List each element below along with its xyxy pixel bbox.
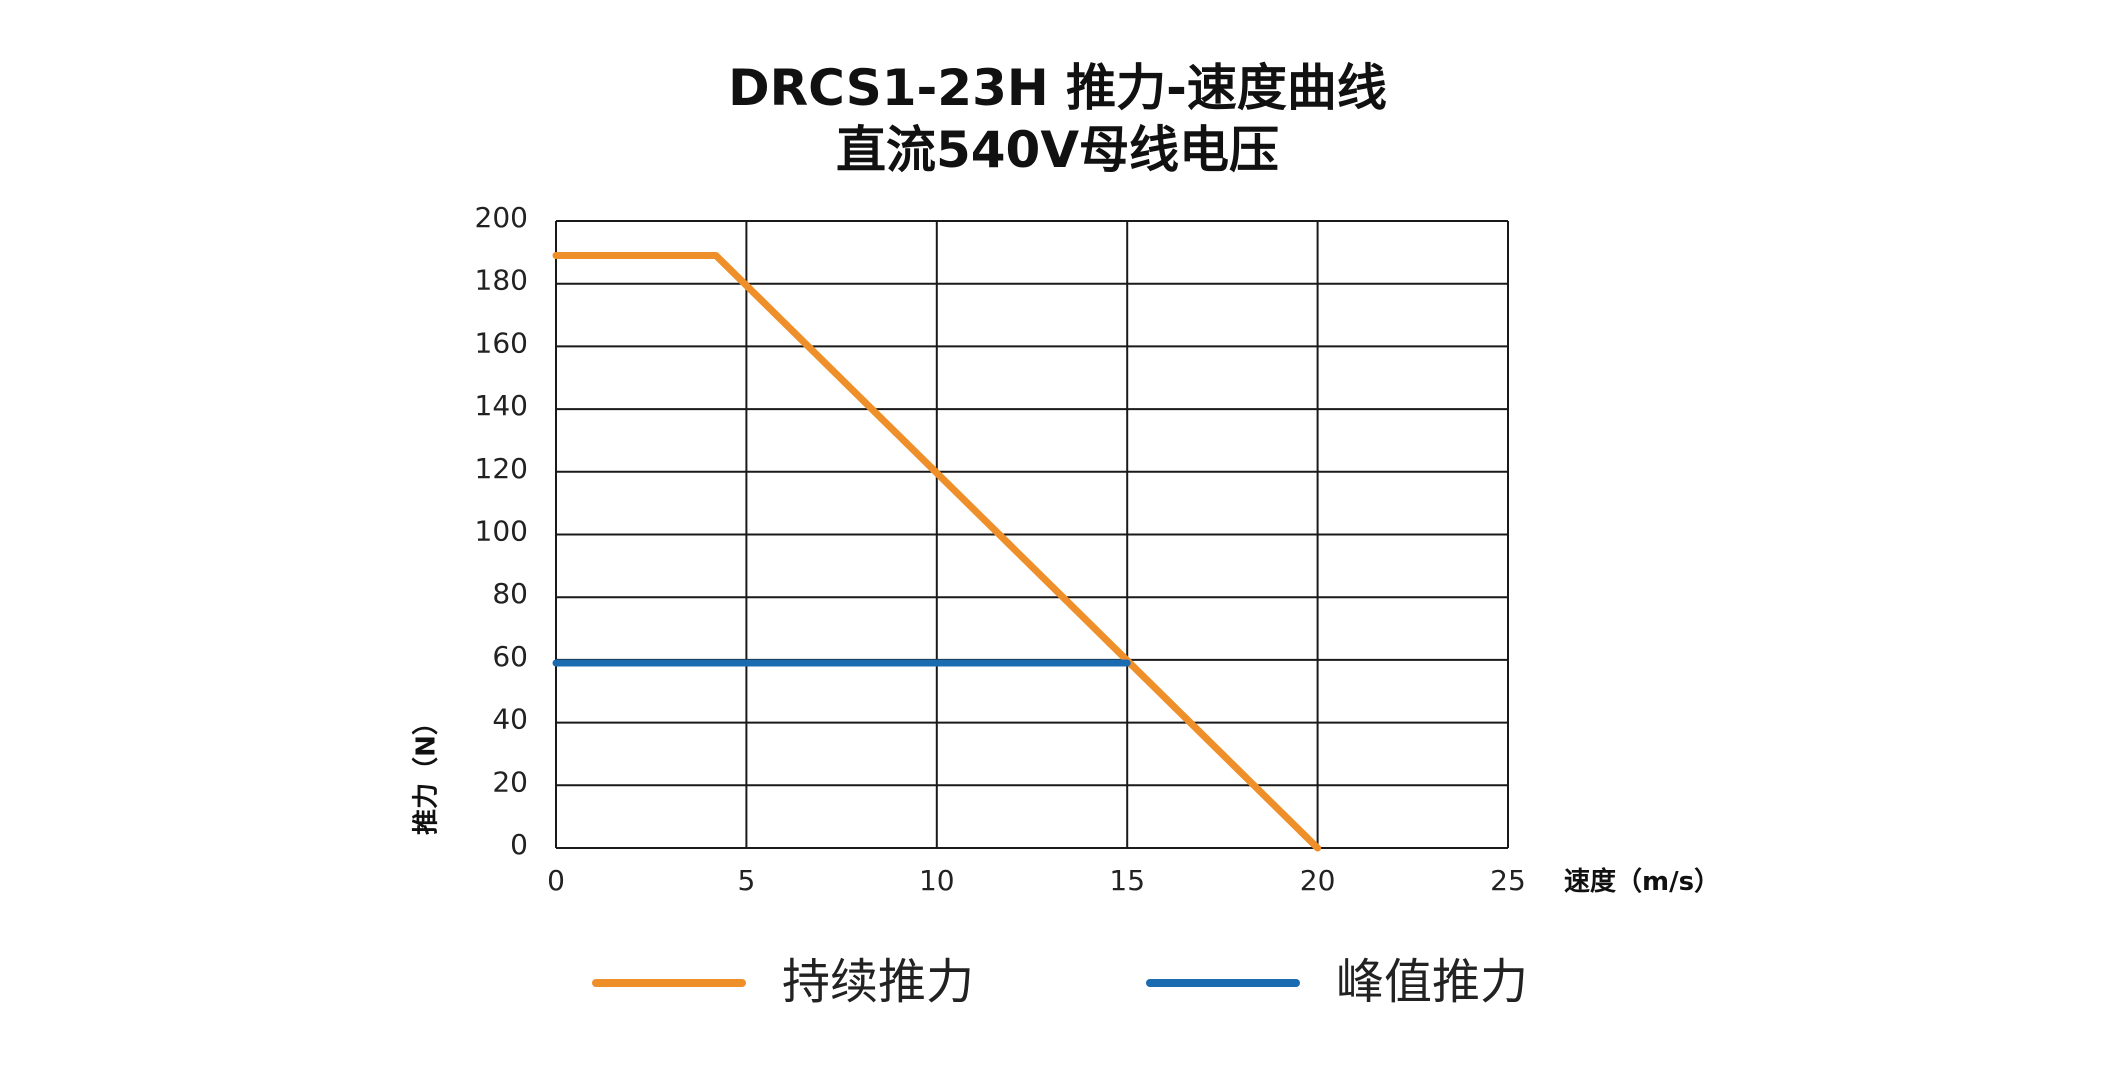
series-lines (552, 251, 1322, 852)
y-tick-label-7: 140 (475, 389, 528, 422)
x-tick-label-0: 0 (547, 864, 565, 897)
y-axis-title: 推力（N） (412, 709, 442, 835)
chart-title-line-2: 直流540V母线电压 (835, 121, 1280, 179)
x-tick-label-4: 20 (1300, 864, 1336, 897)
grid (555, 220, 1509, 849)
y-tick-label-6: 120 (475, 452, 528, 485)
y-tick-label-3: 60 (492, 640, 528, 673)
y-tick-label-4: 80 (492, 577, 528, 610)
x-tick-label-5: 25 (1490, 864, 1526, 897)
y-tick-label-10: 200 (475, 201, 528, 234)
legend-label-0: 持续推力 (782, 954, 974, 1010)
y-tick-label-1: 20 (492, 765, 528, 798)
y-tick-label-8: 160 (475, 326, 528, 359)
x-tick-label-3: 15 (1109, 864, 1145, 897)
x-tick-label-1: 5 (737, 864, 755, 897)
legend: 持续推力 峰值推力 (592, 954, 1528, 1010)
y-tick-label-9: 180 (475, 264, 528, 297)
y-tick-label-5: 100 (475, 515, 528, 548)
y-tick-label-2: 40 (492, 703, 528, 736)
y-tick-label-0: 0 (510, 828, 528, 861)
series-line-0 (552, 251, 1322, 852)
y-tick-labels: 0 20 40 60 80 100 120 140 160 180 200 (475, 201, 528, 861)
x-tick-label-2: 10 (919, 864, 955, 897)
legend-label-1: 峰值推力 (1336, 954, 1528, 1010)
x-axis-title: 速度（m/s） (1564, 866, 1720, 897)
chart-title-line-1: DRCS1-23H 推力-速度曲线 (728, 59, 1387, 117)
x-tick-labels: 0 5 10 15 20 25 (547, 864, 1526, 897)
